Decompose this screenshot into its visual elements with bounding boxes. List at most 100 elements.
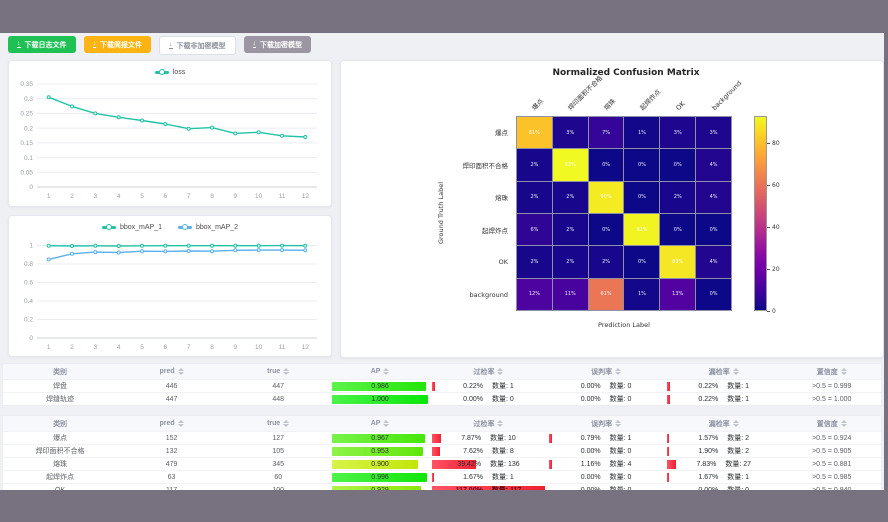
- cell-over-rate: 39.42% 数量: 136: [430, 458, 548, 470]
- rate-percent: 1.90%: [698, 447, 719, 455]
- rate-bar: [549, 459, 553, 469]
- cell-mis-rate: 0.00% 数量: 0: [547, 380, 665, 392]
- sort-carets-icon[interactable]: [497, 368, 504, 375]
- cm-cell-value: 93%: [564, 161, 576, 168]
- window-chrome-bottom: [0, 490, 888, 522]
- cm-cell-1-4: 0%: [660, 149, 696, 181]
- table-row: 焊印面积不合格 132 105 0.953 7.62% 数量: 8 0.00% 数量: 0 1.…: [3, 445, 881, 458]
- rate-bar: [666, 433, 669, 443]
- column-header-7[interactable]: 置信度: [783, 364, 881, 379]
- cm-cell-2-0: 2%: [517, 181, 552, 213]
- cm-cell-4-0: 2%: [517, 246, 552, 278]
- cm-cell-3-1: 2%: [552, 214, 588, 246]
- svg-text:2: 2: [70, 193, 74, 200]
- cm-cell-value: 3%: [709, 129, 718, 136]
- rate-percent: 1.16%: [580, 460, 601, 468]
- cell-over-rate: 1.67% 数量: 1: [430, 471, 548, 483]
- cm-column-label: 起焊炸点: [638, 87, 663, 112]
- rate-count: 数量: 1: [727, 396, 750, 403]
- colorbar-tick-label: 0: [772, 307, 776, 315]
- cell-pred: 132: [165, 447, 178, 455]
- rate-percent: 1.67%: [698, 473, 719, 481]
- cm-cell-2-4: 2%: [660, 181, 696, 213]
- column-header-1[interactable]: pred: [117, 416, 226, 431]
- rate-percent: 0.22%: [698, 395, 719, 403]
- ap-value: 0.986: [371, 382, 389, 390]
- sort-carets-icon[interactable]: [615, 368, 622, 375]
- cell-over-rate: 7.87% 数量: 10: [430, 432, 548, 444]
- sort-carets-icon[interactable]: [840, 368, 847, 375]
- column-header-7[interactable]: 置信度: [783, 416, 881, 431]
- column-header-label: 置信度: [816, 420, 838, 428]
- svg-text:0.4: 0.4: [24, 298, 33, 305]
- column-header-2[interactable]: true: [226, 364, 330, 379]
- cm-cell-5-3: 1%: [624, 278, 660, 310]
- cell-true: 345: [272, 460, 285, 468]
- sort-carets-icon[interactable]: [840, 420, 847, 427]
- legend-item-loss[interactable]: loss: [154, 68, 186, 76]
- cell-pred: 446: [165, 382, 178, 390]
- column-header-5[interactable]: 误判率: [547, 364, 665, 379]
- sort-carets-icon[interactable]: [383, 420, 390, 427]
- sort-carets-icon[interactable]: [732, 420, 739, 427]
- sort-carets-icon[interactable]: [177, 368, 184, 375]
- download-button-2[interactable]: ↓ 下载非加密模型: [159, 36, 236, 55]
- sort-carets-icon[interactable]: [615, 420, 622, 427]
- sort-carets-icon[interactable]: [283, 368, 290, 375]
- column-header-label: 漏检率: [708, 368, 730, 376]
- svg-text:0: 0: [29, 184, 33, 191]
- cm-cell-value: 1%: [637, 291, 646, 298]
- cell-mis-rate: 0.00% 数量: 0: [547, 471, 665, 483]
- sort-carets-icon[interactable]: [732, 368, 739, 375]
- column-header-6[interactable]: 漏检率: [665, 416, 783, 431]
- svg-text:8: 8: [210, 344, 214, 351]
- table-row: 爆点 152 127 0.967 7.87% 数量: 10 0.79% 数量: 1 1.57% 数…: [3, 432, 881, 445]
- cm-cell-1-1: 93%: [552, 149, 588, 181]
- svg-text:2: 2: [70, 344, 74, 351]
- column-header-6[interactable]: 漏检率: [665, 364, 783, 379]
- cm-row-label: 焊印面积不合格: [462, 161, 509, 170]
- svg-text:7: 7: [187, 344, 191, 351]
- column-header-3[interactable]: AP: [330, 416, 429, 431]
- rate-bar: [431, 381, 435, 391]
- sort-carets-icon[interactable]: [497, 420, 504, 427]
- cell-miss-rate: 0.22% 数量: 1: [665, 393, 783, 405]
- rate-count: 数量: 0: [609, 396, 632, 403]
- table-row: 起焊炸点 63 60 0.996 1.67% 数量: 1 0.00% 数量: 0 1.67% 数量…: [3, 471, 881, 484]
- cm-cell-2-3: 0%: [624, 181, 660, 213]
- download-button-3[interactable]: ↓ 下载加密模型: [243, 36, 311, 53]
- rate-bar: [431, 433, 441, 443]
- rate-count: 数量: 0: [492, 396, 514, 403]
- legend-item-bbox_mAP_1[interactable]: bbox_mAP_1: [101, 224, 162, 231]
- cm-cell-value: 0%: [637, 258, 646, 265]
- column-header-1[interactable]: pred: [117, 364, 226, 379]
- rate-bar: [666, 446, 670, 456]
- legend-item-bbox_mAP_2[interactable]: bbox_mAP_2: [178, 224, 238, 231]
- cm-cell-0-0: 81%: [517, 117, 552, 149]
- sort-carets-icon[interactable]: [283, 420, 290, 427]
- download-button-0[interactable]: ↓ 下载日志文件: [8, 36, 76, 53]
- column-header-3[interactable]: AP: [330, 364, 429, 379]
- cm-cell-value: 0%: [637, 161, 646, 168]
- cell-true: 447: [272, 382, 285, 390]
- download-button-1[interactable]: ↓ 下载简报文件: [83, 36, 151, 53]
- cm-cell-value: 89%: [672, 258, 684, 265]
- sort-carets-icon[interactable]: [383, 368, 390, 375]
- svg-text:0.3: 0.3: [24, 96, 33, 103]
- column-header-5[interactable]: 误判率: [547, 416, 665, 431]
- rate-percent: 0.79%: [580, 434, 601, 442]
- sort-carets-icon[interactable]: [177, 420, 184, 427]
- cm-cell-1-0: 2%: [517, 149, 552, 181]
- column-header-4[interactable]: 过检率: [430, 416, 548, 431]
- download-icon: ↓: [17, 40, 21, 48]
- cell-true: 448: [272, 395, 285, 403]
- cm-cell-4-4: 89%: [660, 246, 696, 278]
- column-header-2[interactable]: true: [226, 416, 330, 431]
- cell-ap: 0.996: [330, 471, 429, 483]
- cell-miss-rate: 1.67% 数量: 1: [665, 471, 783, 483]
- column-header-4[interactable]: 过检率: [430, 364, 548, 379]
- confusion-matrix-heatmap: 81% 3% 7% 1% 3% 3% 2% 93% 0% 0% 0% 4% 2% 2% 90% 0% 2% 4% 6…: [516, 116, 732, 311]
- svg-text:9: 9: [234, 344, 238, 351]
- legend-label: loss: [172, 68, 186, 76]
- cm-cell-value: 0%: [673, 161, 682, 168]
